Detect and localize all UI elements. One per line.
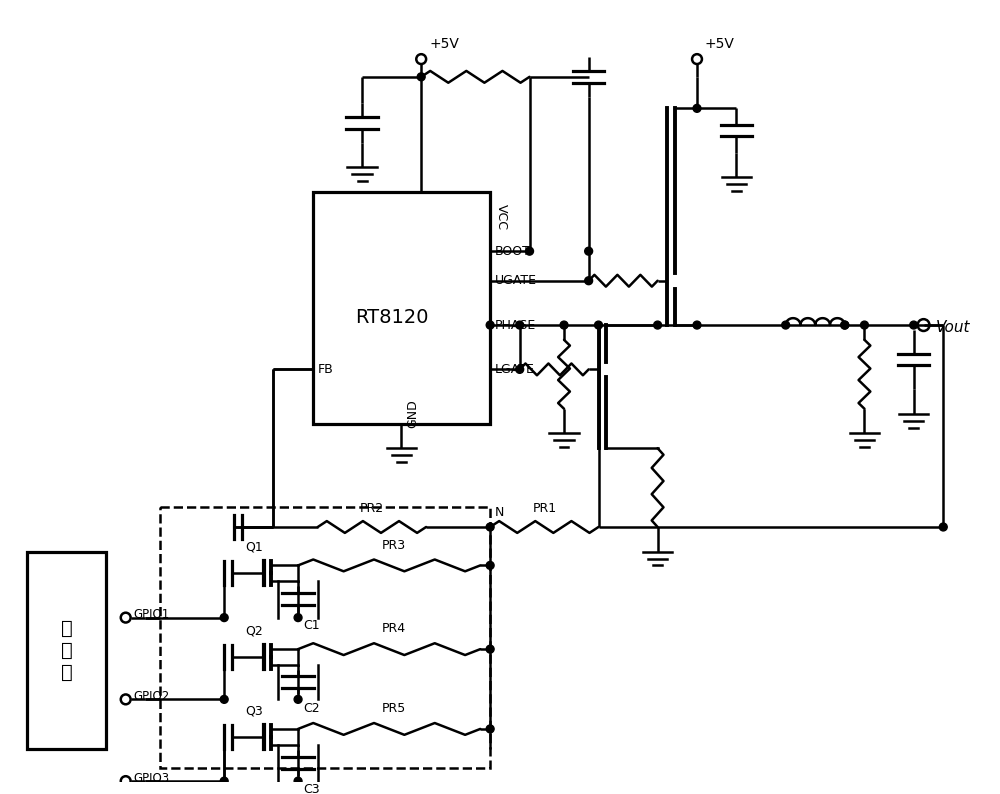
Circle shape (486, 561, 494, 569)
Text: GPIO2: GPIO2 (134, 690, 170, 703)
Circle shape (486, 523, 494, 531)
Text: UGATE: UGATE (495, 274, 537, 287)
Circle shape (417, 73, 425, 81)
Circle shape (693, 321, 701, 329)
Text: PR2: PR2 (360, 502, 384, 515)
Circle shape (516, 321, 524, 329)
Circle shape (526, 247, 533, 255)
Circle shape (516, 365, 524, 373)
Text: Q1: Q1 (245, 541, 263, 553)
Circle shape (939, 523, 947, 531)
Text: PR5: PR5 (382, 702, 406, 715)
Text: +5V: +5V (429, 37, 459, 52)
Circle shape (220, 614, 228, 622)
Text: PR4: PR4 (382, 622, 406, 635)
Circle shape (486, 646, 494, 653)
Text: GPIO1: GPIO1 (134, 608, 170, 621)
Text: N: N (495, 506, 504, 519)
Circle shape (220, 696, 228, 703)
Text: GPIO3: GPIO3 (134, 772, 170, 784)
Bar (27, 552, 106, 749)
Text: RT8120: RT8120 (355, 308, 428, 327)
Circle shape (782, 321, 790, 329)
Text: PR1: PR1 (532, 502, 556, 515)
Text: BOOT: BOOT (495, 245, 531, 258)
Text: PR3: PR3 (382, 538, 406, 552)
Text: FB: FB (318, 363, 334, 376)
Text: C3: C3 (303, 783, 320, 794)
Text: +5V: +5V (705, 37, 735, 52)
Circle shape (486, 725, 494, 733)
Circle shape (294, 696, 302, 703)
Text: C2: C2 (303, 702, 320, 715)
Circle shape (294, 777, 302, 785)
Text: Vout: Vout (935, 319, 970, 334)
Circle shape (220, 777, 228, 785)
Text: GND: GND (406, 399, 419, 428)
Bar (313, 192, 490, 423)
Circle shape (693, 105, 701, 112)
Text: Q3: Q3 (245, 704, 263, 717)
Circle shape (910, 321, 918, 329)
Text: LGATE: LGATE (495, 363, 535, 376)
Circle shape (861, 321, 868, 329)
Text: PHASE: PHASE (495, 318, 536, 332)
Text: 单
片
机: 单 片 机 (61, 619, 72, 681)
Circle shape (294, 614, 302, 622)
Bar (160, 507, 490, 769)
Circle shape (595, 321, 602, 329)
Text: C1: C1 (303, 619, 320, 632)
Circle shape (585, 277, 593, 285)
Text: Q2: Q2 (245, 624, 263, 638)
Circle shape (841, 321, 849, 329)
Circle shape (585, 247, 593, 255)
Circle shape (841, 321, 849, 329)
Text: VCC: VCC (495, 204, 508, 229)
Circle shape (654, 321, 662, 329)
Circle shape (560, 321, 568, 329)
Circle shape (486, 321, 494, 329)
